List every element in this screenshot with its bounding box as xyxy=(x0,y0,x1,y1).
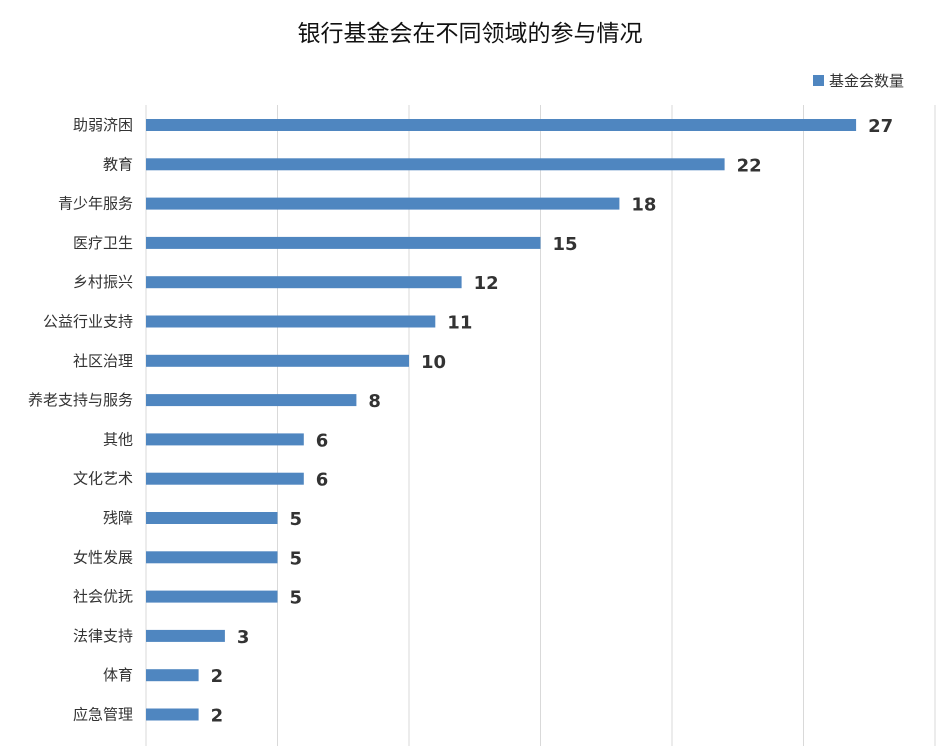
bar xyxy=(146,394,357,407)
data-label: 22 xyxy=(737,155,762,176)
bar xyxy=(146,433,304,446)
legend: 基金会数量 xyxy=(813,70,904,90)
data-label: 5 xyxy=(290,548,303,569)
bar xyxy=(146,276,462,289)
bar xyxy=(146,158,725,171)
category-label: 教育 xyxy=(103,155,133,173)
category-label: 医疗卫生 xyxy=(73,234,133,252)
bar xyxy=(146,354,409,367)
legend-label: 基金会数量 xyxy=(829,71,905,90)
data-label: 6 xyxy=(316,430,329,451)
category-label: 女性发展 xyxy=(73,548,133,566)
category-label: 乡村振兴 xyxy=(73,273,133,291)
data-label: 2 xyxy=(211,666,224,687)
category-label: 养老支持与服务 xyxy=(28,391,133,409)
data-label: 27 xyxy=(868,116,893,137)
data-label: 5 xyxy=(290,588,303,609)
bar xyxy=(146,315,436,328)
category-label: 其他 xyxy=(103,430,133,448)
category-label: 残障 xyxy=(103,509,133,527)
category-label: 助弱济困 xyxy=(73,116,133,134)
data-label: 3 xyxy=(237,627,250,648)
bar xyxy=(146,551,278,564)
bar xyxy=(146,512,278,524)
bar xyxy=(146,119,857,131)
bar xyxy=(146,708,199,721)
category-label: 法律支持 xyxy=(73,627,133,645)
data-label: 18 xyxy=(631,195,656,216)
bar xyxy=(146,236,541,249)
data-label: 8 xyxy=(368,391,381,412)
category-label: 社会优抚 xyxy=(73,588,133,606)
data-label: 15 xyxy=(553,234,578,255)
chart-title: 银行基金会在不同领域的参与情况 xyxy=(297,21,643,47)
category-label: 公益行业支持 xyxy=(43,313,133,331)
bar xyxy=(146,472,304,485)
data-label: 11 xyxy=(447,313,472,334)
bar xyxy=(146,669,199,682)
data-label: 2 xyxy=(211,706,224,727)
category-label: 文化艺术 xyxy=(73,470,133,488)
category-label: 青少年服务 xyxy=(58,195,133,213)
category-label: 应急管理 xyxy=(73,706,133,724)
category-label: 体育 xyxy=(103,666,133,684)
bar xyxy=(146,590,278,603)
bar xyxy=(146,197,620,210)
category-label: 社区治理 xyxy=(73,352,133,370)
data-label: 10 xyxy=(421,352,446,373)
data-label: 5 xyxy=(290,509,303,530)
bar xyxy=(146,629,225,642)
data-label: 6 xyxy=(316,470,329,491)
legend-swatch xyxy=(813,74,824,86)
data-label: 12 xyxy=(474,273,499,294)
